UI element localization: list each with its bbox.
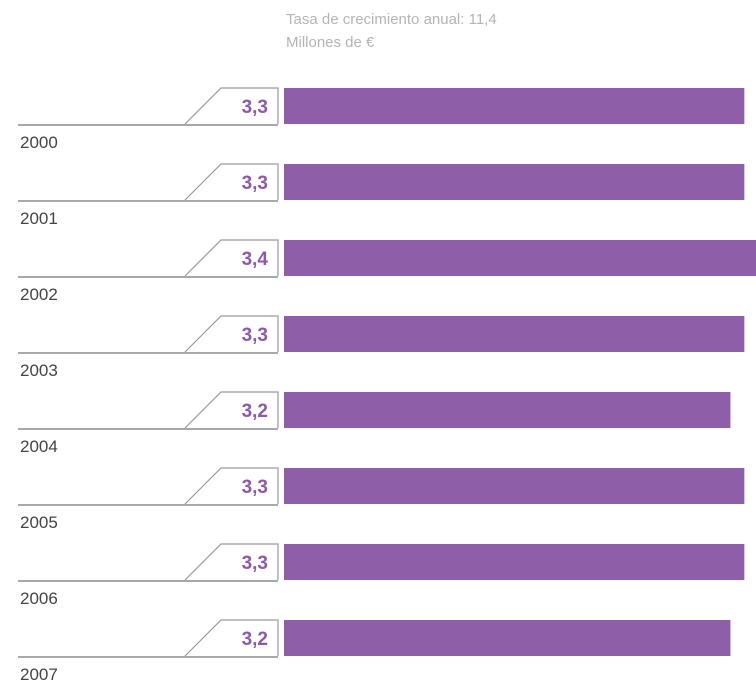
value-tab-2001 bbox=[184, 163, 279, 201]
value-tab-2006 bbox=[184, 543, 279, 581]
value-tab-2004 bbox=[184, 391, 279, 429]
year-label-2006: 2006 bbox=[20, 589, 58, 608]
bar-2003 bbox=[284, 316, 745, 352]
bar-2001 bbox=[284, 164, 745, 200]
data-label-2002: 3,4 bbox=[242, 249, 269, 270]
year-label-2004: 2004 bbox=[20, 437, 58, 456]
value-tab-2003 bbox=[184, 315, 279, 353]
year-label-2001: 2001 bbox=[20, 209, 58, 228]
data-label-2004: 3,2 bbox=[242, 401, 268, 422]
chart-subtitle: Tasa de crecimiento anual: 11,4 bbox=[286, 11, 497, 28]
bar-2007 bbox=[284, 620, 731, 656]
bar-2000 bbox=[284, 88, 745, 124]
chart-header: Tasa de crecimiento anual: 11,4 Millones… bbox=[286, 8, 497, 54]
value-tab-2005 bbox=[184, 467, 279, 505]
bar-2002 bbox=[284, 240, 756, 276]
year-label-2003: 2003 bbox=[20, 361, 58, 380]
year-label-2007: 2007 bbox=[20, 665, 58, 683]
year-label-2002: 2002 bbox=[20, 285, 58, 304]
bar-2005 bbox=[284, 468, 745, 504]
value-tab-2000 bbox=[184, 87, 279, 125]
year-label-2000: 2000 bbox=[20, 133, 58, 152]
year-label-2005: 2005 bbox=[20, 513, 58, 532]
data-label-2001: 3,3 bbox=[242, 173, 268, 194]
value-tab-2007 bbox=[184, 619, 279, 657]
data-label-2006: 3,3 bbox=[242, 553, 268, 574]
chart-unit: Millones de € bbox=[286, 34, 375, 51]
value-tab-2002 bbox=[184, 239, 279, 277]
data-label-2007: 3,2 bbox=[242, 629, 268, 650]
data-label-2005: 3,3 bbox=[242, 477, 268, 498]
bar-2006 bbox=[284, 544, 745, 580]
data-label-2000: 3,3 bbox=[242, 97, 268, 118]
bar-2004 bbox=[284, 392, 731, 428]
data-label-2003: 3,3 bbox=[242, 325, 268, 346]
